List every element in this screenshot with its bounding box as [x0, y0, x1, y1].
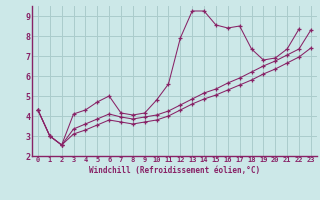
X-axis label: Windchill (Refroidissement éolien,°C): Windchill (Refroidissement éolien,°C)	[89, 166, 260, 175]
